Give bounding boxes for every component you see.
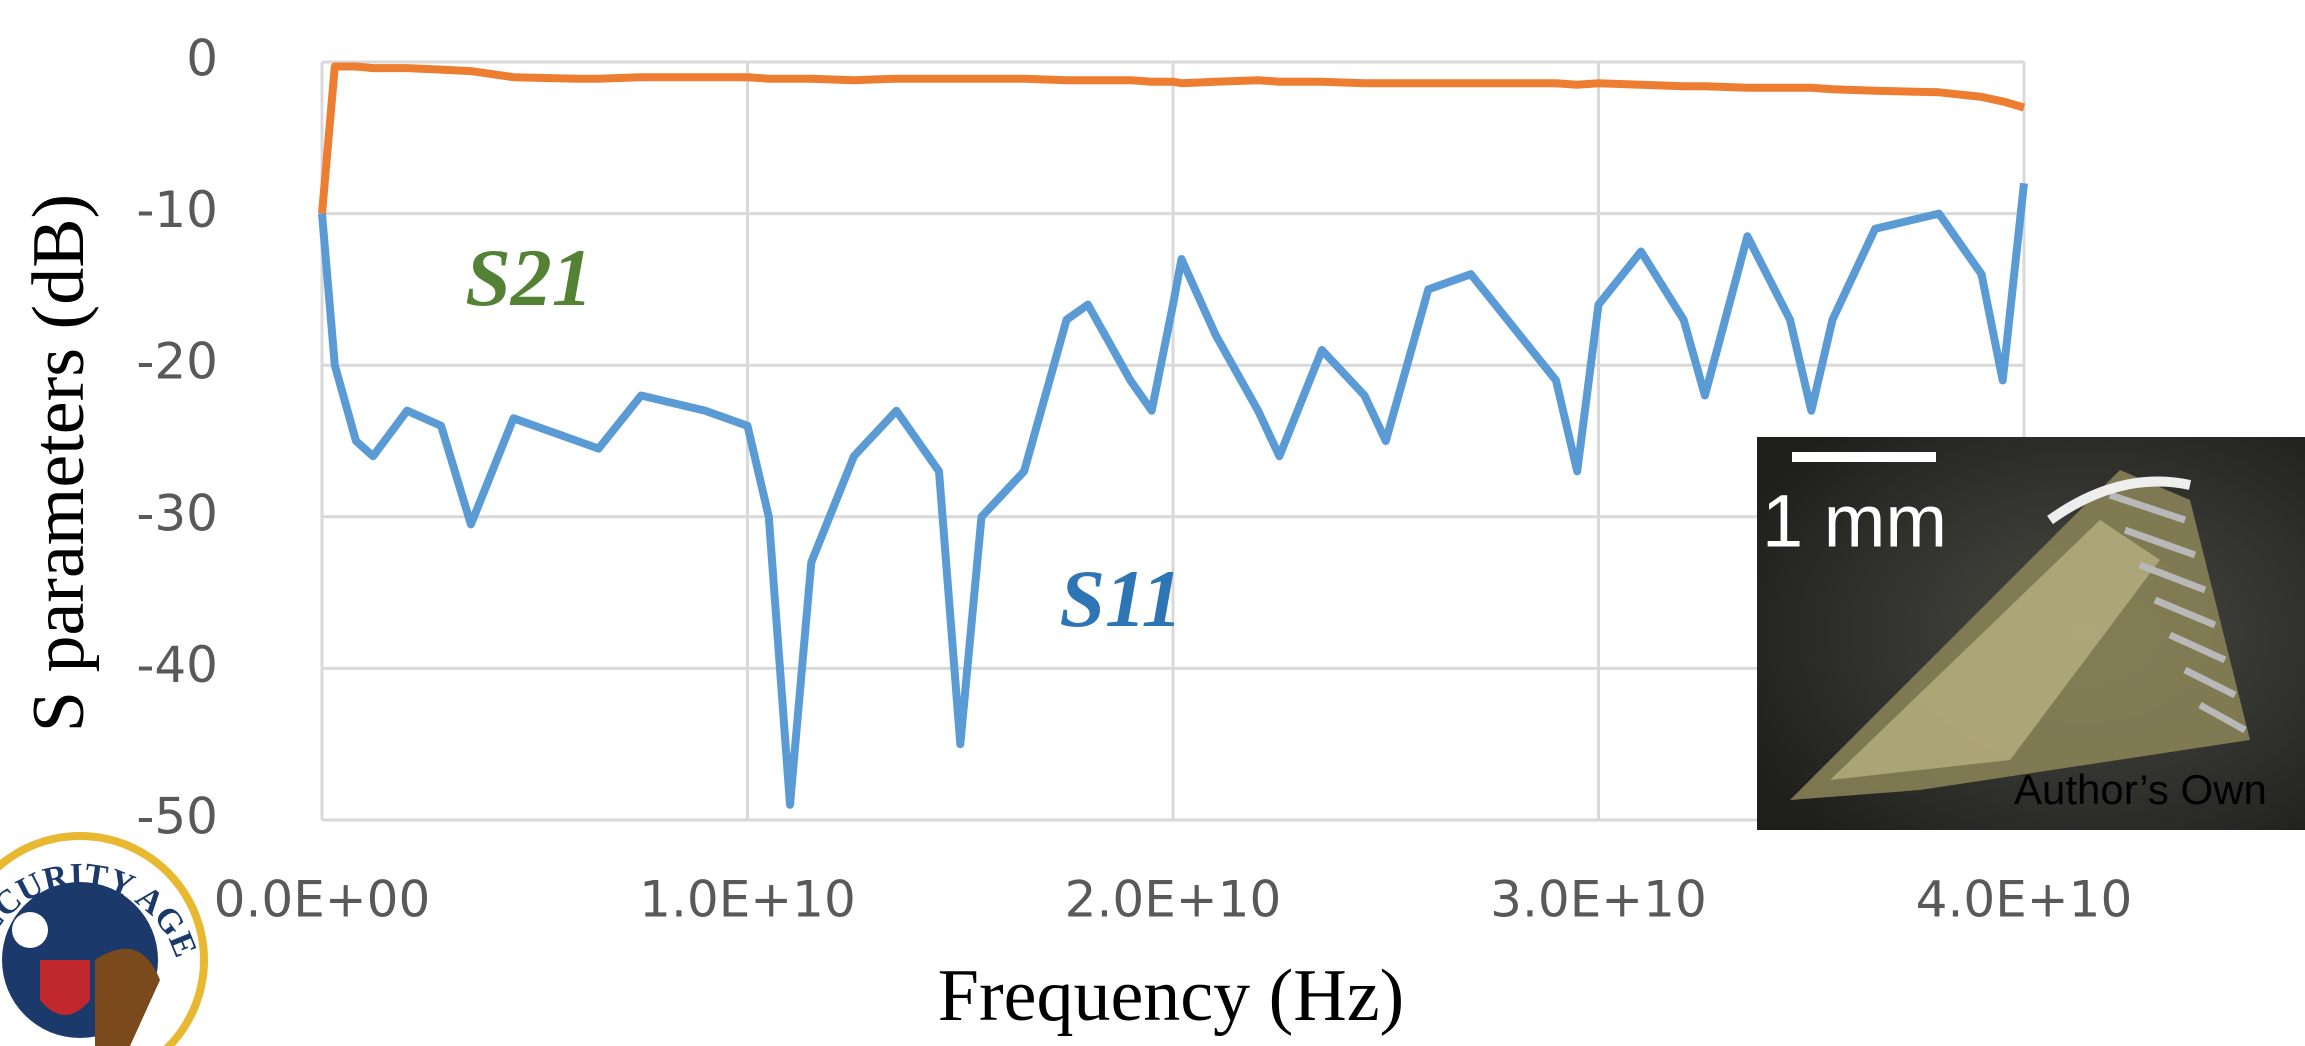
inset-photo: 1 mm Author’s Own bbox=[1757, 437, 2305, 830]
logo-eagle-head bbox=[12, 912, 48, 948]
scale-label: 1 mm bbox=[1762, 480, 1947, 563]
y-tick-label: -50 bbox=[136, 788, 218, 846]
photo-coil bbox=[2108, 491, 2247, 734]
y-tick-label: -30 bbox=[136, 484, 218, 542]
series-line bbox=[318, 62, 2026, 214]
y-tick-label: -10 bbox=[136, 181, 218, 239]
series-line bbox=[318, 182, 2028, 809]
annotation: S11 bbox=[1059, 553, 1182, 644]
plot-area: -50 -40 -30 -20 -10 0 0.0E+00 1.0E+10 2.0E+10 3.0… bbox=[136, 30, 2132, 929]
logo-eagle bbox=[95, 948, 160, 1046]
y-tick-label: -40 bbox=[136, 636, 218, 694]
x-axis-title: Frequency (Hz) bbox=[938, 955, 1404, 1037]
y-tick-label: 0 bbox=[186, 30, 218, 88]
x-tick-label: 4.0E+10 bbox=[1916, 871, 2133, 929]
x-tick-label: 2.0E+10 bbox=[1065, 871, 1282, 929]
y-tick-label: -20 bbox=[136, 333, 218, 391]
y-axis-title: S parameters (dB) bbox=[18, 194, 100, 732]
credit: Author’s Own bbox=[2014, 766, 2267, 813]
x-tick-label: 3.0E+10 bbox=[1490, 871, 1707, 929]
x-tick-label: 0.0E+00 bbox=[214, 871, 431, 929]
photo-object bbox=[1830, 520, 2160, 780]
photo-highlight bbox=[2047, 476, 2192, 525]
x-tick-label: 1.0E+10 bbox=[639, 871, 856, 929]
annotation: S21 bbox=[465, 232, 593, 323]
logo-shield bbox=[40, 960, 90, 1015]
